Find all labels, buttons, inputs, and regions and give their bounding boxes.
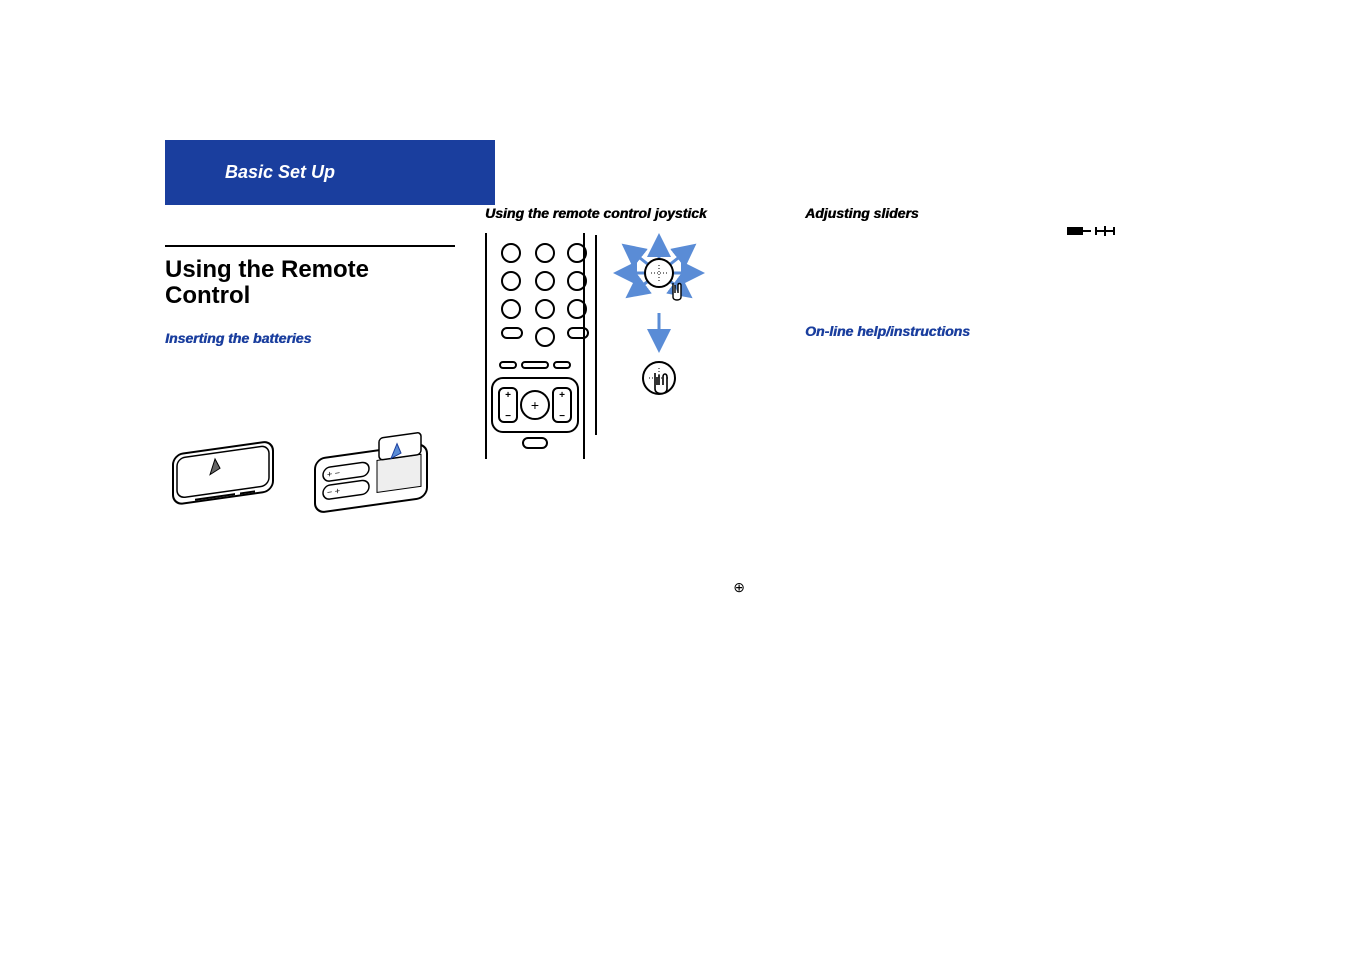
slider-filled-icon	[1067, 227, 1083, 235]
volume-rocker-icon	[498, 387, 518, 423]
header-row: Basic Set Up	[165, 140, 1095, 205]
keypad-oval	[501, 327, 523, 339]
main-heading: Using the Remote Control	[165, 245, 455, 310]
joystick-diagram-row	[485, 233, 775, 459]
sub-heading-batteries: Inserting the batteries	[165, 330, 455, 346]
small-oval	[522, 437, 548, 449]
header-bar: Basic Set Up	[165, 140, 495, 205]
sub-heading-help: On-line help/instructions	[805, 323, 1095, 339]
remote-face-diagram	[485, 233, 585, 459]
sub-heading-sliders: Adjusting sliders	[805, 205, 1095, 221]
battery-diagram: + − − +	[165, 426, 455, 526]
slider-icons	[1067, 227, 1115, 235]
keypad-button	[535, 327, 555, 347]
keypad-button	[567, 271, 587, 291]
keypad-button	[535, 299, 555, 319]
joystick-arrows-diagram	[609, 233, 709, 438]
keypad-button	[501, 299, 521, 319]
keypad-button	[535, 243, 555, 263]
small-oval	[499, 361, 517, 369]
keypad-button	[567, 299, 587, 319]
divider-line	[595, 235, 597, 435]
column-left: Using the Remote Control Inserting the b…	[165, 205, 455, 597]
joystick-center-icon	[520, 390, 550, 420]
channel-rocker-icon	[552, 387, 572, 423]
page: Basic Set Up Using the Remote Control In…	[165, 140, 1095, 597]
keypad-button	[535, 271, 555, 291]
remote-batteries-icon: + − − +	[309, 426, 439, 526]
keypad-button	[501, 271, 521, 291]
svg-text:+ −: + −	[327, 467, 340, 479]
header-title: Basic Set Up	[225, 162, 467, 183]
joystick-glyph-icon: ⊕	[733, 579, 745, 595]
slider-empty-icon	[1095, 230, 1115, 232]
remote-cover-icon	[165, 426, 285, 516]
keypad-button	[501, 243, 521, 263]
joystick-pad	[491, 377, 579, 433]
keypad-button	[567, 243, 587, 263]
small-oval	[553, 361, 571, 369]
small-oval	[521, 361, 549, 369]
content-columns: Using the Remote Control Inserting the b…	[165, 205, 1095, 597]
column-middle: Using the remote control joystick	[485, 205, 775, 597]
sub-heading-joystick: Using the remote control joystick	[485, 205, 775, 221]
keypad-oval	[567, 327, 589, 339]
column-right: Adjusting sliders On-line help/instructi…	[805, 205, 1095, 597]
svg-text:− +: − +	[327, 485, 340, 497]
